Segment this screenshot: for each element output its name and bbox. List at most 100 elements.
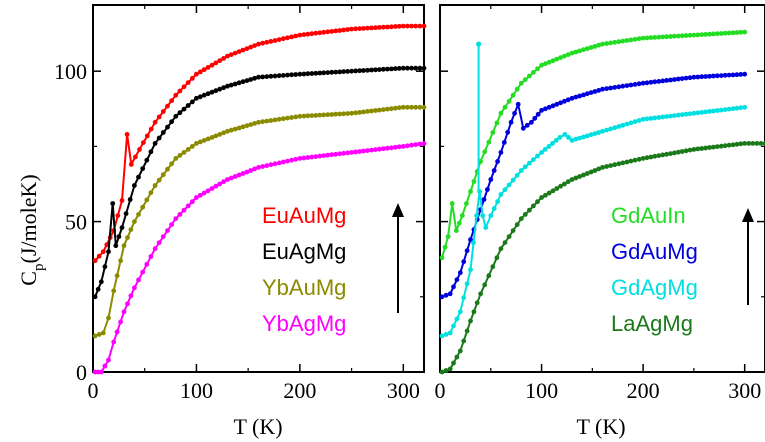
data-point — [118, 258, 123, 264]
right-arrow-head — [742, 208, 754, 222]
data-point — [596, 166, 602, 172]
data-point — [377, 107, 382, 113]
data-point — [718, 143, 724, 149]
data-point — [413, 65, 419, 71]
data-point — [584, 91, 590, 97]
data-point — [672, 150, 677, 156]
data-point — [260, 164, 265, 169]
data-point — [240, 47, 246, 53]
data-point — [329, 29, 335, 34]
data-point — [369, 67, 374, 73]
data-point — [357, 68, 362, 74]
data-point — [510, 92, 516, 98]
data-point — [144, 133, 150, 139]
data-point — [140, 269, 146, 275]
data-point — [546, 59, 552, 65]
data-point — [393, 24, 398, 29]
data-point — [495, 199, 500, 204]
data-point — [581, 92, 586, 98]
data-point — [156, 177, 162, 183]
data-point — [550, 103, 556, 109]
data-point — [181, 84, 187, 90]
data-point — [333, 28, 339, 34]
data-point — [546, 190, 552, 196]
data-point — [734, 30, 740, 35]
data-point — [565, 179, 571, 185]
data-point — [483, 225, 489, 231]
data-point — [106, 249, 111, 255]
data-point — [205, 136, 211, 142]
data-point — [722, 72, 728, 78]
data-point — [616, 39, 622, 45]
data-point — [515, 101, 521, 107]
data-point — [498, 110, 504, 116]
data-point — [620, 122, 626, 128]
data-point — [588, 132, 594, 138]
data-point — [734, 141, 740, 147]
data-point — [754, 141, 760, 146]
data-point — [524, 122, 530, 128]
data-point — [592, 131, 598, 137]
data-point — [596, 88, 602, 93]
data-point — [185, 147, 191, 152]
data-point — [264, 118, 270, 124]
left-legend: EuAuMg EuAgMg YbAuMg YbAgMg — [262, 203, 346, 336]
data-point — [490, 264, 496, 270]
data-point — [221, 56, 227, 61]
data-point — [264, 163, 270, 169]
data-point — [632, 119, 638, 125]
data-point — [596, 42, 602, 48]
data-point — [268, 118, 274, 123]
data-point — [457, 348, 463, 354]
data-point — [252, 75, 257, 81]
data-point — [730, 30, 736, 36]
data-point — [201, 67, 207, 73]
data-point — [664, 34, 669, 40]
data-point — [726, 72, 732, 78]
data-point — [471, 240, 476, 246]
data-point — [345, 111, 350, 116]
data-point — [451, 360, 456, 366]
left-plot-frame — [92, 4, 425, 373]
data-point — [373, 67, 378, 73]
data-point — [699, 146, 705, 151]
left-x-tick-label: 300 — [387, 378, 420, 403]
data-point — [553, 138, 559, 143]
legend-entry-GdAgMg: GdAgMg — [611, 275, 698, 300]
data-point — [471, 309, 477, 315]
data-point — [369, 108, 374, 114]
svg-text:Cp(J/moleK): Cp(J/moleK) — [16, 174, 47, 285]
data-point — [309, 154, 315, 160]
right-x-axis-label: T (K) — [576, 414, 625, 439]
data-point — [205, 65, 211, 70]
data-point — [750, 141, 756, 146]
data-point — [293, 156, 299, 162]
data-point — [664, 114, 669, 119]
data-point — [268, 73, 274, 79]
data-point — [133, 154, 138, 160]
y-axis-label-sub: p — [31, 264, 47, 272]
data-point — [640, 35, 646, 41]
data-point — [624, 121, 630, 127]
data-point — [558, 100, 563, 106]
data-point — [248, 77, 254, 82]
data-point — [152, 246, 158, 252]
data-point — [205, 188, 211, 194]
data-point — [409, 142, 414, 148]
data-point — [648, 35, 654, 40]
data-point — [600, 41, 605, 47]
data-point — [405, 23, 410, 29]
data-point — [695, 110, 701, 116]
data-point — [474, 213, 479, 219]
data-point — [498, 246, 504, 252]
data-point — [173, 113, 179, 119]
data-point — [628, 158, 634, 164]
right-arrow — [742, 208, 754, 305]
right-series — [439, 29, 765, 375]
data-point — [148, 126, 154, 132]
data-point — [535, 111, 541, 117]
data-point — [707, 109, 712, 114]
data-point — [389, 66, 394, 72]
data-point — [194, 195, 199, 200]
data-point — [535, 66, 540, 72]
